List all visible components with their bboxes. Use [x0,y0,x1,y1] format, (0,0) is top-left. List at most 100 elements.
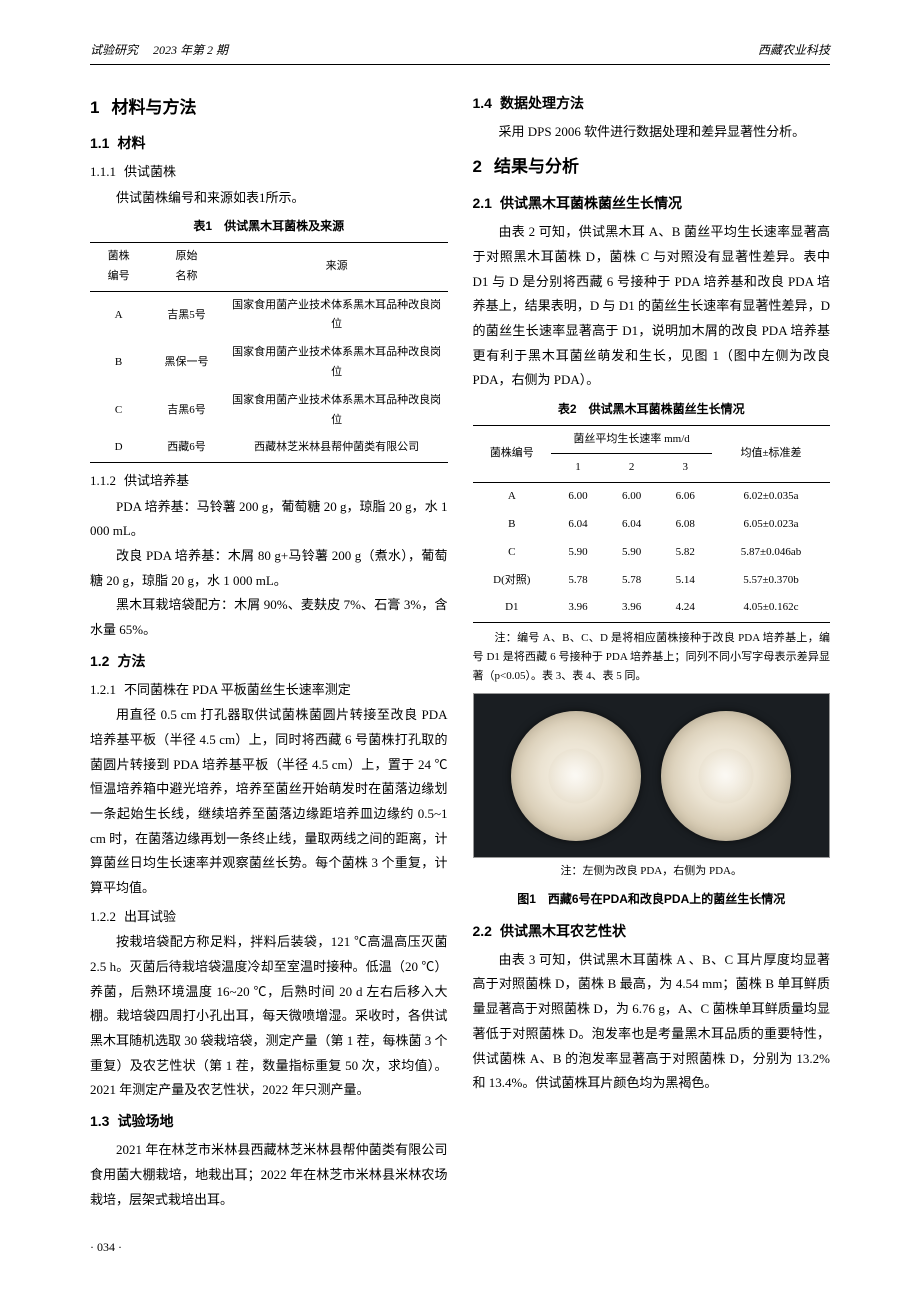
t2-r0-c1: A [473,483,552,511]
para-1-3: 2021 年在林芝市米林县西藏林芝米林县帮仲菌类有限公司食用菌大棚栽培，地栽出耳… [90,1138,448,1212]
right-column: 1.4数据处理方法 采用 DPS 2006 软件进行数据处理和差异显著性分析。 … [473,85,831,1213]
section-1-2-1-heading: 1.2.1不同菌株在 PDA 平板菌丝生长速率测定 [90,678,448,701]
table2-note: 注：编号 A、B、C、D 是将相应菌株接种于改良 PDA 培养基上，编号 D1 … [473,629,831,685]
section-2-num: 2 [473,157,482,176]
section-2-2-heading: 2.2供试黑木耳农艺性状 [473,919,831,944]
t2-sh1: 1 [551,454,605,483]
figure-1-note: 注：左侧为改良 PDA，右侧为 PDA。 [473,862,831,881]
section-1-1-2-title: 供试培养基 [124,473,189,488]
para-1-1-1: 供试菌株编号和来源如表1所示。 [90,186,448,211]
t2-r2-c1: C [473,539,552,567]
two-column-layout: 1 材料与方法 1.1 材料 1.1.1 供试菌株 供试菌株编号和来源如表1所示。 表… [90,85,830,1213]
table1: 菌株编号 原始名称 来源 A 吉黑5号 国家食用菌产业技术体系黑木耳品种改良岗位… [90,242,448,463]
para-1-2-2: 按栽培袋配方称足料，拌料后装袋，121 ℃高温高压灭菌 2.5 h。灭菌后待栽培… [90,930,448,1103]
t2-r1-c1: B [473,511,552,539]
t2-r4-c1: D1 [473,594,552,622]
table2-title: 表2 供试黑木耳菌株菌丝生长情况 [473,399,831,421]
header-left-issue: 2023 年第 2 期 [153,43,228,57]
table-row: D 西藏6号 西藏林芝米林县帮仲菌类有限公司 [90,434,448,462]
section-2-2-title: 供试黑木耳农艺性状 [500,923,626,939]
running-header: 试验研究 2023 年第 2 期 西藏农业科技 [90,40,830,65]
para-1-1-2-b: 改良 PDA 培养基：木屑 80 g+马铃薯 200 g（煮水），葡萄糖 20 … [90,544,448,593]
section-2-1-title: 供试黑木耳菌株菌丝生长情况 [500,195,682,211]
section-2-heading: 2 结果与分析 [473,152,831,183]
t2-r3-m: 5.57±0.370b [712,567,830,595]
t1-r2-c2: 吉黑6号 [147,387,226,435]
section-1-4-num: 1.4 [473,95,492,111]
figure-1-caption: 图1 西藏6号在PDA和改良PDA上的菌丝生长情况 [473,889,831,911]
t2-r0-m: 6.02±0.035a [712,483,830,511]
section-1-2-2-num: 1.2.2 [90,909,116,924]
t2-r1-v2: 6.04 [605,511,659,539]
t2-r4-v2: 3.96 [605,594,659,622]
t2-sh3: 3 [658,454,712,483]
table-row: D1 3.96 3.96 4.24 4.05±0.162c [473,594,831,622]
section-1-2-1-title: 不同菌株在 PDA 平板菌丝生长速率测定 [124,682,351,697]
t2-r2-v1: 5.90 [551,539,605,567]
t1-r0-c3: 国家食用菌产业技术体系黑木耳品种改良岗位 [226,291,448,339]
section-2-1-heading: 2.1 供试黑木耳菌株菌丝生长情况 [473,191,831,216]
section-1-heading: 1 材料与方法 [90,93,448,124]
t2-r1-v1: 6.04 [551,511,605,539]
header-left-section: 试验研究 [90,43,138,57]
t2-r1-v3: 6.08 [658,511,712,539]
t2-h3: 均值±标准差 [740,447,801,459]
section-1-num: 1 [90,98,99,117]
t2-h1: 菌株编号 [490,447,534,459]
section-1-1-heading: 1.1 材料 [90,131,448,156]
t2-r0-v3: 6.06 [658,483,712,511]
t1-r2-c1: C [90,387,147,435]
t1-r1-c2: 黑保一号 [147,339,226,387]
t2-r4-m: 4.05±0.162c [712,594,830,622]
petri-dish-left-icon [511,711,641,841]
table-row: C 5.90 5.90 5.82 5.87±0.046ab [473,539,831,567]
section-1-4-title: 数据处理方法 [500,95,584,111]
t1-r0-c1: A [90,291,147,339]
section-1-2-title: 方法 [117,653,145,669]
section-1-2-num: 1.2 [90,653,109,669]
figure-1-image [473,693,831,858]
t2-r3-c1: D(对照) [473,567,552,595]
section-2-title: 结果与分析 [494,157,579,176]
table-row: B 黑保一号 国家食用菌产业技术体系黑木耳品种改良岗位 [90,339,448,387]
section-1-1-title: 材料 [117,135,145,151]
table-row: A 吉黑5号 国家食用菌产业技术体系黑木耳品种改良岗位 [90,291,448,339]
section-1-1-1-num: 1.1.1 [90,164,116,179]
page-number: · 034 · [90,1237,830,1259]
t1-h3: 来源 [326,260,348,272]
t2-r0-v2: 6.00 [605,483,659,511]
t1-r3-c1: D [90,434,147,462]
table2: 菌株编号 菌丝平均生长速率 mm/d 均值±标准差 1 2 3 A 6.00 6… [473,425,831,624]
t2-r0-v1: 6.00 [551,483,605,511]
t1-h1b: 编号 [108,270,130,282]
t2-r2-v3: 5.82 [658,539,712,567]
t1-r0-c2: 吉黑5号 [147,291,226,339]
para-1-1-2-a: PDA 培养基：马铃薯 200 g，葡萄糖 20 g，琼脂 20 g，水 1 0… [90,495,448,544]
t2-r3-v1: 5.78 [551,567,605,595]
table-row: A 6.00 6.00 6.06 6.02±0.035a [473,483,831,511]
table-row: D(对照) 5.78 5.78 5.14 5.57±0.370b [473,567,831,595]
section-1-1-num: 1.1 [90,135,109,151]
t1-h2b: 名称 [176,270,198,282]
table-row: B 6.04 6.04 6.08 6.05±0.023a [473,511,831,539]
section-1-2-heading: 1.2 方法 [90,649,448,674]
t1-r2-c3: 国家食用菌产业技术体系黑木耳品种改良岗位 [226,387,448,435]
t2-r4-v1: 3.96 [551,594,605,622]
section-1-1-1-heading: 1.1.1 供试菌株 [90,160,448,183]
t1-r1-c1: B [90,339,147,387]
t2-r1-m: 6.05±0.023a [712,511,830,539]
t1-h2a: 原始 [176,250,198,262]
section-1-3-heading: 1.3试验场地 [90,1109,448,1134]
para-2-1: 由表 2 可知，供试黑木耳 A、B 菌丝平均生长速率显著高于对照黑木耳菌株 D，… [473,220,831,393]
section-1-1-2-num: 1.1.2 [90,473,116,488]
t1-r3-c3: 西藏林芝米林县帮仲菌类有限公司 [226,434,448,462]
para-1-1-2-c: 黑木耳栽培袋配方：木屑 90%、麦麸皮 7%、石膏 3%，含水量 65%。 [90,593,448,642]
section-1-title: 材料与方法 [111,98,196,117]
t2-h2: 菌丝平均生长速率 mm/d [573,433,689,445]
section-1-3-num: 1.3 [90,1113,109,1129]
section-1-1-1-title: 供试菌株 [124,164,176,179]
section-2-1-num: 2.1 [473,195,492,211]
para-2-2: 由表 3 可知，供试黑木耳菌株 A 、B、C 耳片厚度均显著高于对照菌株 D，菌… [473,948,831,1096]
section-1-4-heading: 1.4 数据处理方法 [473,91,831,116]
t2-r2-m: 5.87±0.046ab [712,539,830,567]
